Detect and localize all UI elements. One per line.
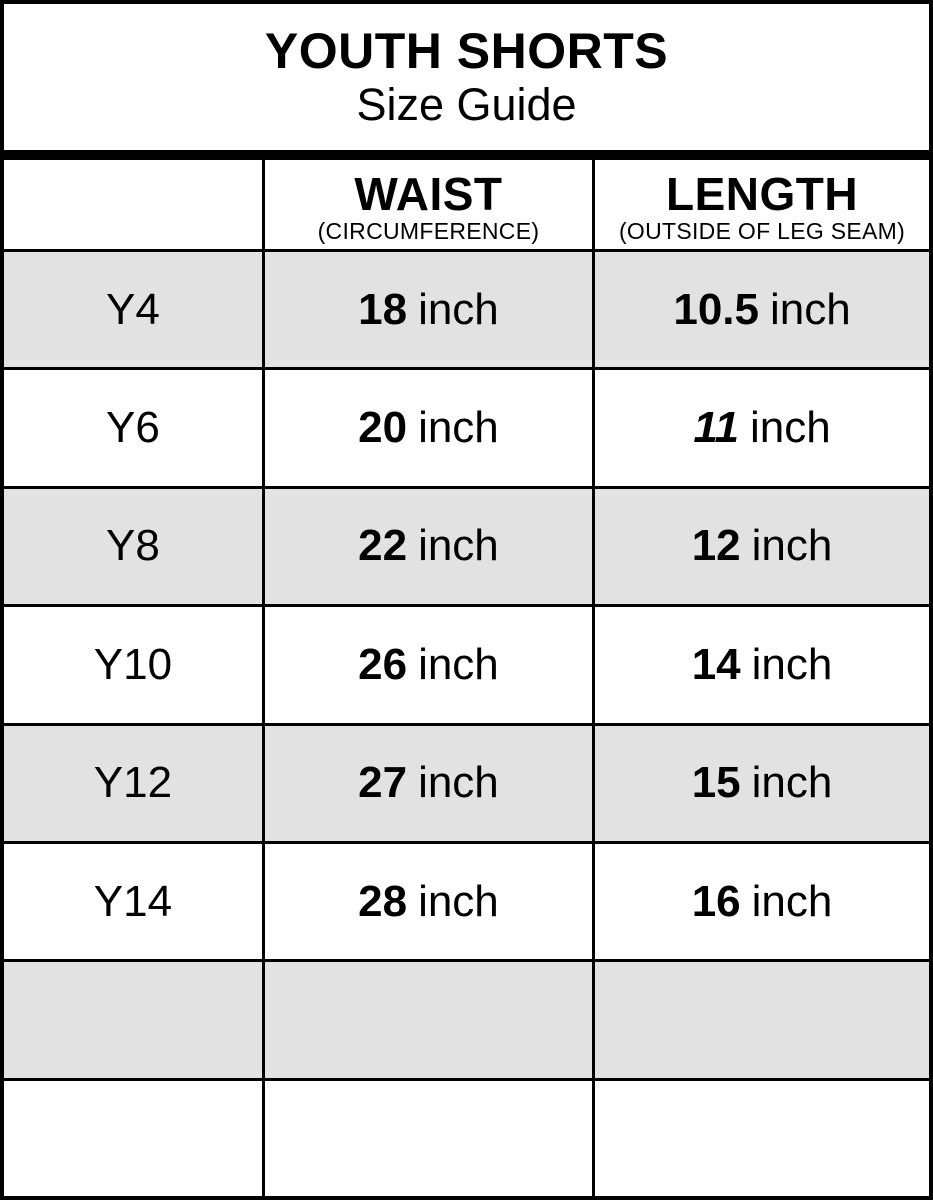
length-header-cell: LENGTH (OUTSIDE OF LEG SEAM)	[595, 160, 929, 249]
size-cell	[4, 962, 265, 1078]
waist-unit-label: inch	[418, 521, 499, 571]
waist-value: 27	[358, 758, 408, 808]
waist-header-cell: WAIST (CIRCUMFERENCE)	[265, 160, 596, 249]
length-cell: 16 inch	[595, 844, 929, 959]
table-row: Y10 26 inch 14 inch	[4, 604, 929, 723]
length-cell: 15 inch	[595, 726, 929, 841]
size-label: Y10	[93, 639, 173, 689]
size-label: Y14	[93, 876, 173, 926]
waist-value: 22	[358, 521, 408, 571]
waist-cell: 28 inch	[265, 843, 596, 960]
waist-cell: 20 inch	[265, 370, 596, 486]
waist-value: 26	[358, 639, 408, 689]
length-header-sublabel: (OUTSIDE OF LEG SEAM)	[618, 217, 906, 244]
waist-cell: 18 inch	[265, 252, 596, 368]
waist-unit-label: inch	[418, 639, 499, 689]
length-unit-label: inch	[769, 284, 851, 334]
length-value: 12	[691, 521, 741, 571]
table-header-row: WAIST (CIRCUMFERENCE) LENGTH (OUTSIDE OF…	[4, 160, 929, 249]
table-row: Y12 27 inch 15 inch	[4, 722, 929, 841]
length-unit-label: inch	[751, 758, 833, 808]
page-subtitle: Size Guide	[356, 78, 577, 130]
waist-cell: 26 inch	[265, 607, 596, 723]
waist-value: 28	[358, 876, 408, 926]
size-cell: Y6	[4, 370, 265, 486]
length-cell: 12 inch	[595, 489, 929, 604]
length-unit-label: inch	[751, 639, 833, 689]
size-cell: Y14	[4, 843, 265, 960]
length-value: 16	[691, 876, 741, 926]
waist-cell: 22 inch	[265, 488, 596, 605]
table-row: Y8 22 inch 12 inch	[4, 485, 929, 605]
size-cell: Y12	[4, 725, 265, 841]
size-cell	[4, 1080, 265, 1196]
size-cell: Y8	[4, 488, 265, 605]
table-row: Y14 28 inch 16 inch	[4, 840, 929, 960]
length-unit-label: inch	[751, 876, 833, 926]
length-cell: 11 inch	[595, 370, 929, 485]
waist-unit-label: inch	[418, 403, 499, 453]
waist-value: 20	[358, 403, 408, 453]
table-row: Y6 20 inch 11 inch	[4, 367, 929, 486]
table-row	[4, 1077, 929, 1196]
length-cell	[595, 962, 929, 1077]
length-cell: 14 inch	[595, 607, 929, 722]
table-row: Y4 18 inch 10.5 inch	[4, 249, 929, 368]
length-cell	[595, 1081, 929, 1196]
waist-header-label: WAIST	[354, 167, 503, 220]
waist-cell: 27 inch	[265, 725, 596, 841]
length-unit-label: inch	[751, 521, 833, 571]
size-cell: Y10	[4, 607, 265, 723]
length-value: 14	[691, 639, 741, 689]
waist-value: 18	[358, 284, 408, 334]
table-row	[4, 959, 929, 1078]
size-label: Y4	[106, 284, 160, 334]
length-value: 15	[691, 758, 741, 808]
corner-cell	[4, 160, 265, 249]
waist-header-sublabel: (CIRCUMFERENCE)	[317, 217, 540, 244]
size-table: WAIST (CIRCUMFERENCE) LENGTH (OUTSIDE OF…	[4, 160, 929, 1196]
length-cell: 10.5 inch	[595, 252, 929, 367]
size-cell: Y4	[4, 252, 265, 368]
length-header-label: LENGTH	[665, 167, 859, 220]
length-value: 10.5	[673, 284, 759, 334]
waist-unit-label: inch	[418, 876, 499, 926]
length-value: 11	[693, 403, 739, 453]
size-label: Y12	[93, 758, 173, 808]
waist-cell	[265, 962, 596, 1078]
size-label: Y6	[106, 403, 160, 453]
waist-unit-label: inch	[418, 284, 499, 334]
page-title: YOUTH SHORTS	[264, 22, 669, 79]
size-label: Y8	[106, 521, 160, 571]
length-unit-label: inch	[750, 403, 831, 453]
waist-cell	[265, 1080, 596, 1196]
title-block: YOUTH SHORTS Size Guide	[4, 4, 929, 150]
title-divider	[4, 150, 929, 160]
waist-unit-label: inch	[418, 758, 499, 808]
